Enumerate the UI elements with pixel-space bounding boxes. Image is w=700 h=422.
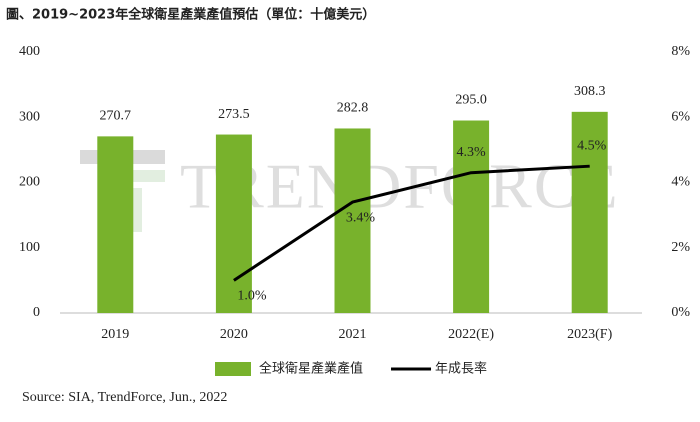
y-tick-label: 200 [19,175,40,190]
line-label: 1.0% [237,289,267,304]
chart-title: 圖、2019~2023年全球衛星產業產值預估（單位：十億美元） [6,7,375,23]
bar-label: 273.5 [218,107,250,122]
line-label: 3.4% [346,210,376,225]
y2-tick-label: 8% [671,44,690,59]
x-tick-label: 2020 [220,327,248,342]
bar [215,134,252,313]
bar-label: 295.0 [455,93,487,108]
legend-label: 年成長率 [435,361,487,377]
bar [571,111,608,313]
y-tick-label: 300 [19,109,40,124]
watermark: TRENDFORCE [180,151,620,222]
x-tick-label: 2023(F) [567,327,612,342]
bar-label: 282.8 [337,101,369,116]
legend-label: 全球衛星產業產值 [259,361,363,377]
bar-label: 270.7 [100,109,132,124]
bar [97,136,134,313]
bar [334,128,371,313]
y-tick-label: 100 [19,240,40,255]
y2-tick-label: 0% [671,305,690,320]
y2-tick-label: 2% [671,240,690,255]
y-tick-label: 400 [19,44,40,59]
y-tick-label: 0 [33,305,40,320]
y2-tick-label: 6% [671,109,690,124]
bar-label: 308.3 [574,84,606,99]
y2-tick-label: 4% [671,175,690,190]
line [233,164,590,282]
legend-swatch [215,362,251,376]
x-tick-label: 2022(E) [448,327,494,342]
x-tick-label: 2019 [101,327,129,342]
x-tick-label: 2021 [339,327,367,342]
line-label: 4.5% [577,138,607,153]
source: Source: SIA, TrendForce, Jun., 2022 [22,390,227,405]
line-label: 4.3% [457,145,487,160]
bar [453,120,490,313]
